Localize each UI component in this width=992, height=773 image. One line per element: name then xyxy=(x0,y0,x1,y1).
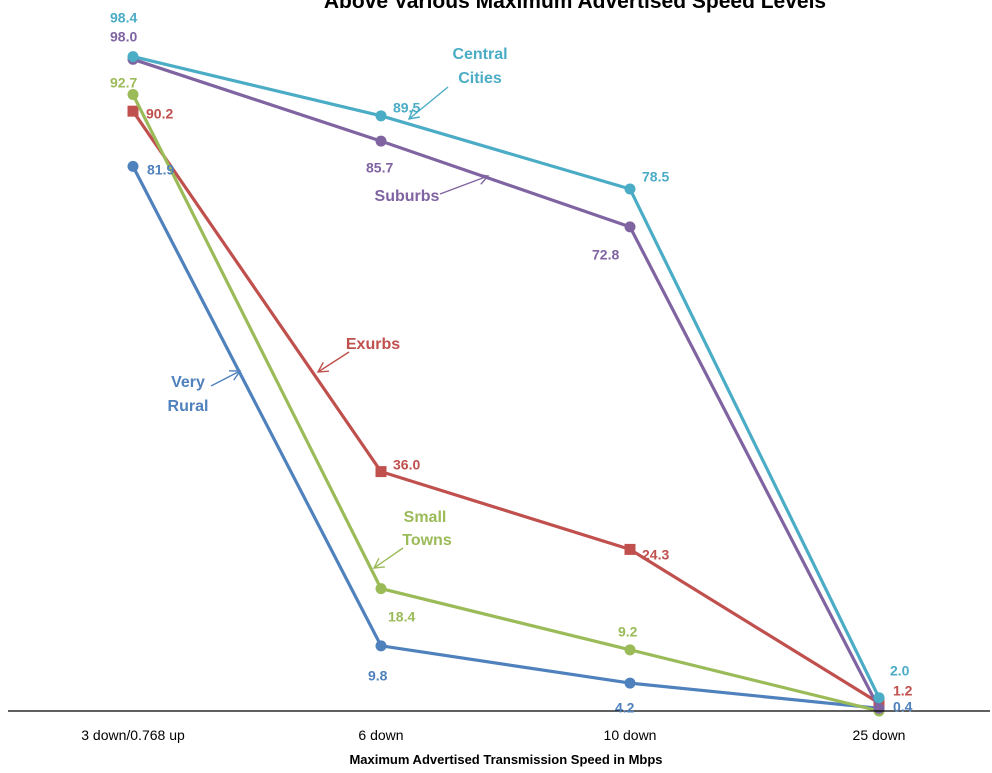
series-name-very-rural: Very Rural xyxy=(168,374,209,415)
callout-arrowhead-suburbs xyxy=(477,173,490,185)
series-line-small-towns xyxy=(131,93,880,713)
data-label-central-cities-4: 2.0 xyxy=(890,663,910,679)
point-very-rural-1 xyxy=(127,160,139,172)
data-label-central-cities-1: 98.4 xyxy=(110,10,137,26)
data-label-small-towns-3: 9.2 xyxy=(618,624,638,640)
series-central-cities xyxy=(127,51,885,704)
callout-arrow-small-towns xyxy=(373,547,404,569)
data-label-small-towns-1: 92.7 xyxy=(110,75,137,91)
point-suburbs-3 xyxy=(624,221,636,233)
x-tick-label-2: 6 down xyxy=(358,727,403,743)
point-suburbs-4 xyxy=(873,702,885,714)
callout-exurbs: Exurbs xyxy=(316,336,400,373)
callout-arrowhead-very-rural xyxy=(228,370,242,381)
data-label-very-rural-2: 9.8 xyxy=(368,668,388,684)
x-tick-labels: 3 down/0.768 up 6 down 10 down 25 down xyxy=(81,727,905,743)
point-very-rural-3 xyxy=(624,677,636,689)
series-layer xyxy=(127,51,885,717)
point-central-cities-3 xyxy=(624,183,636,195)
callout-arrow-exurbs xyxy=(317,351,350,373)
callout-arrowhead-central-cities xyxy=(407,108,420,120)
point-very-rural-2 xyxy=(375,640,387,652)
series-line-suburbs xyxy=(132,57,881,710)
data-label-small-towns-2: 18.4 xyxy=(388,609,415,625)
point-exurbs-2 xyxy=(375,466,387,478)
data-label-layer: 98.4 89.5 78.5 2.0 98.0 85.7 72.8 92.7 18.4 9.2 90… xyxy=(110,10,913,716)
callout-small-towns: Small Towns xyxy=(372,509,452,569)
x-tick-label-3: 10 down xyxy=(604,727,657,743)
series-name-suburbs: Suburbs xyxy=(375,188,440,205)
callout-arrowhead-small-towns xyxy=(372,557,385,569)
point-exurbs-3 xyxy=(624,543,636,555)
point-central-cities-4 xyxy=(873,692,885,704)
callout-very-rural: Very Rural xyxy=(168,370,242,415)
callout-arrow-central-cities xyxy=(408,86,449,120)
series-line-central-cities xyxy=(132,55,881,699)
chart-title: Above Various Maximum Advertised Speed L… xyxy=(324,0,826,13)
callout-suburbs: Suburbs xyxy=(375,173,490,205)
callout-arrowhead-exurbs xyxy=(316,361,330,373)
callout-arrow-very-rural xyxy=(210,370,241,387)
x-tick-label-4: 25 down xyxy=(853,727,906,743)
series-name-exurbs: Exurbs xyxy=(346,336,400,353)
data-label-suburbs-1: 98.0 xyxy=(110,29,137,45)
point-central-cities-1 xyxy=(127,51,139,63)
data-label-exurbs-2: 36.0 xyxy=(393,457,420,473)
data-label-very-rural-3: 4.2 xyxy=(615,700,635,716)
data-label-exurbs-3: 24.3 xyxy=(642,547,669,563)
callout-central-cities: Central Cities xyxy=(407,46,508,120)
data-label-exurbs-1: 90.2 xyxy=(146,106,173,122)
series-line-exurbs xyxy=(131,110,880,705)
series-callouts: Central Cities Suburbs Small Towns Exurbs Very… xyxy=(168,46,508,569)
series-line-very-rural xyxy=(131,165,880,710)
x-tick-label-1: 3 down/0.768 up xyxy=(81,727,185,743)
x-axis-label: Maximum Advertised Transmission Speed in… xyxy=(349,752,662,767)
point-central-cities-2 xyxy=(375,110,387,122)
point-small-towns-1 xyxy=(127,89,139,101)
point-exurbs-1 xyxy=(127,105,139,117)
point-small-towns-3 xyxy=(624,644,636,656)
series-very-rural xyxy=(127,160,885,714)
point-suburbs-2 xyxy=(375,135,387,147)
data-label-suburbs-2: 85.7 xyxy=(366,160,393,176)
data-label-very-rural-1: 81.9 xyxy=(147,162,174,178)
data-label-central-cities-2: 89.5 xyxy=(393,100,420,116)
data-label-suburbs-3: 72.8 xyxy=(592,247,619,263)
series-name-central-cities: Central Cities xyxy=(452,46,507,87)
data-label-central-cities-3: 78.5 xyxy=(642,169,669,185)
point-small-towns-2 xyxy=(375,583,387,595)
series-name-small-towns: Small Towns xyxy=(402,509,452,549)
data-label-exurbs-4: 1.2 xyxy=(893,683,913,699)
callout-arrow-suburbs xyxy=(439,175,489,195)
data-label-very-rural-4: 0.4 xyxy=(893,699,913,715)
